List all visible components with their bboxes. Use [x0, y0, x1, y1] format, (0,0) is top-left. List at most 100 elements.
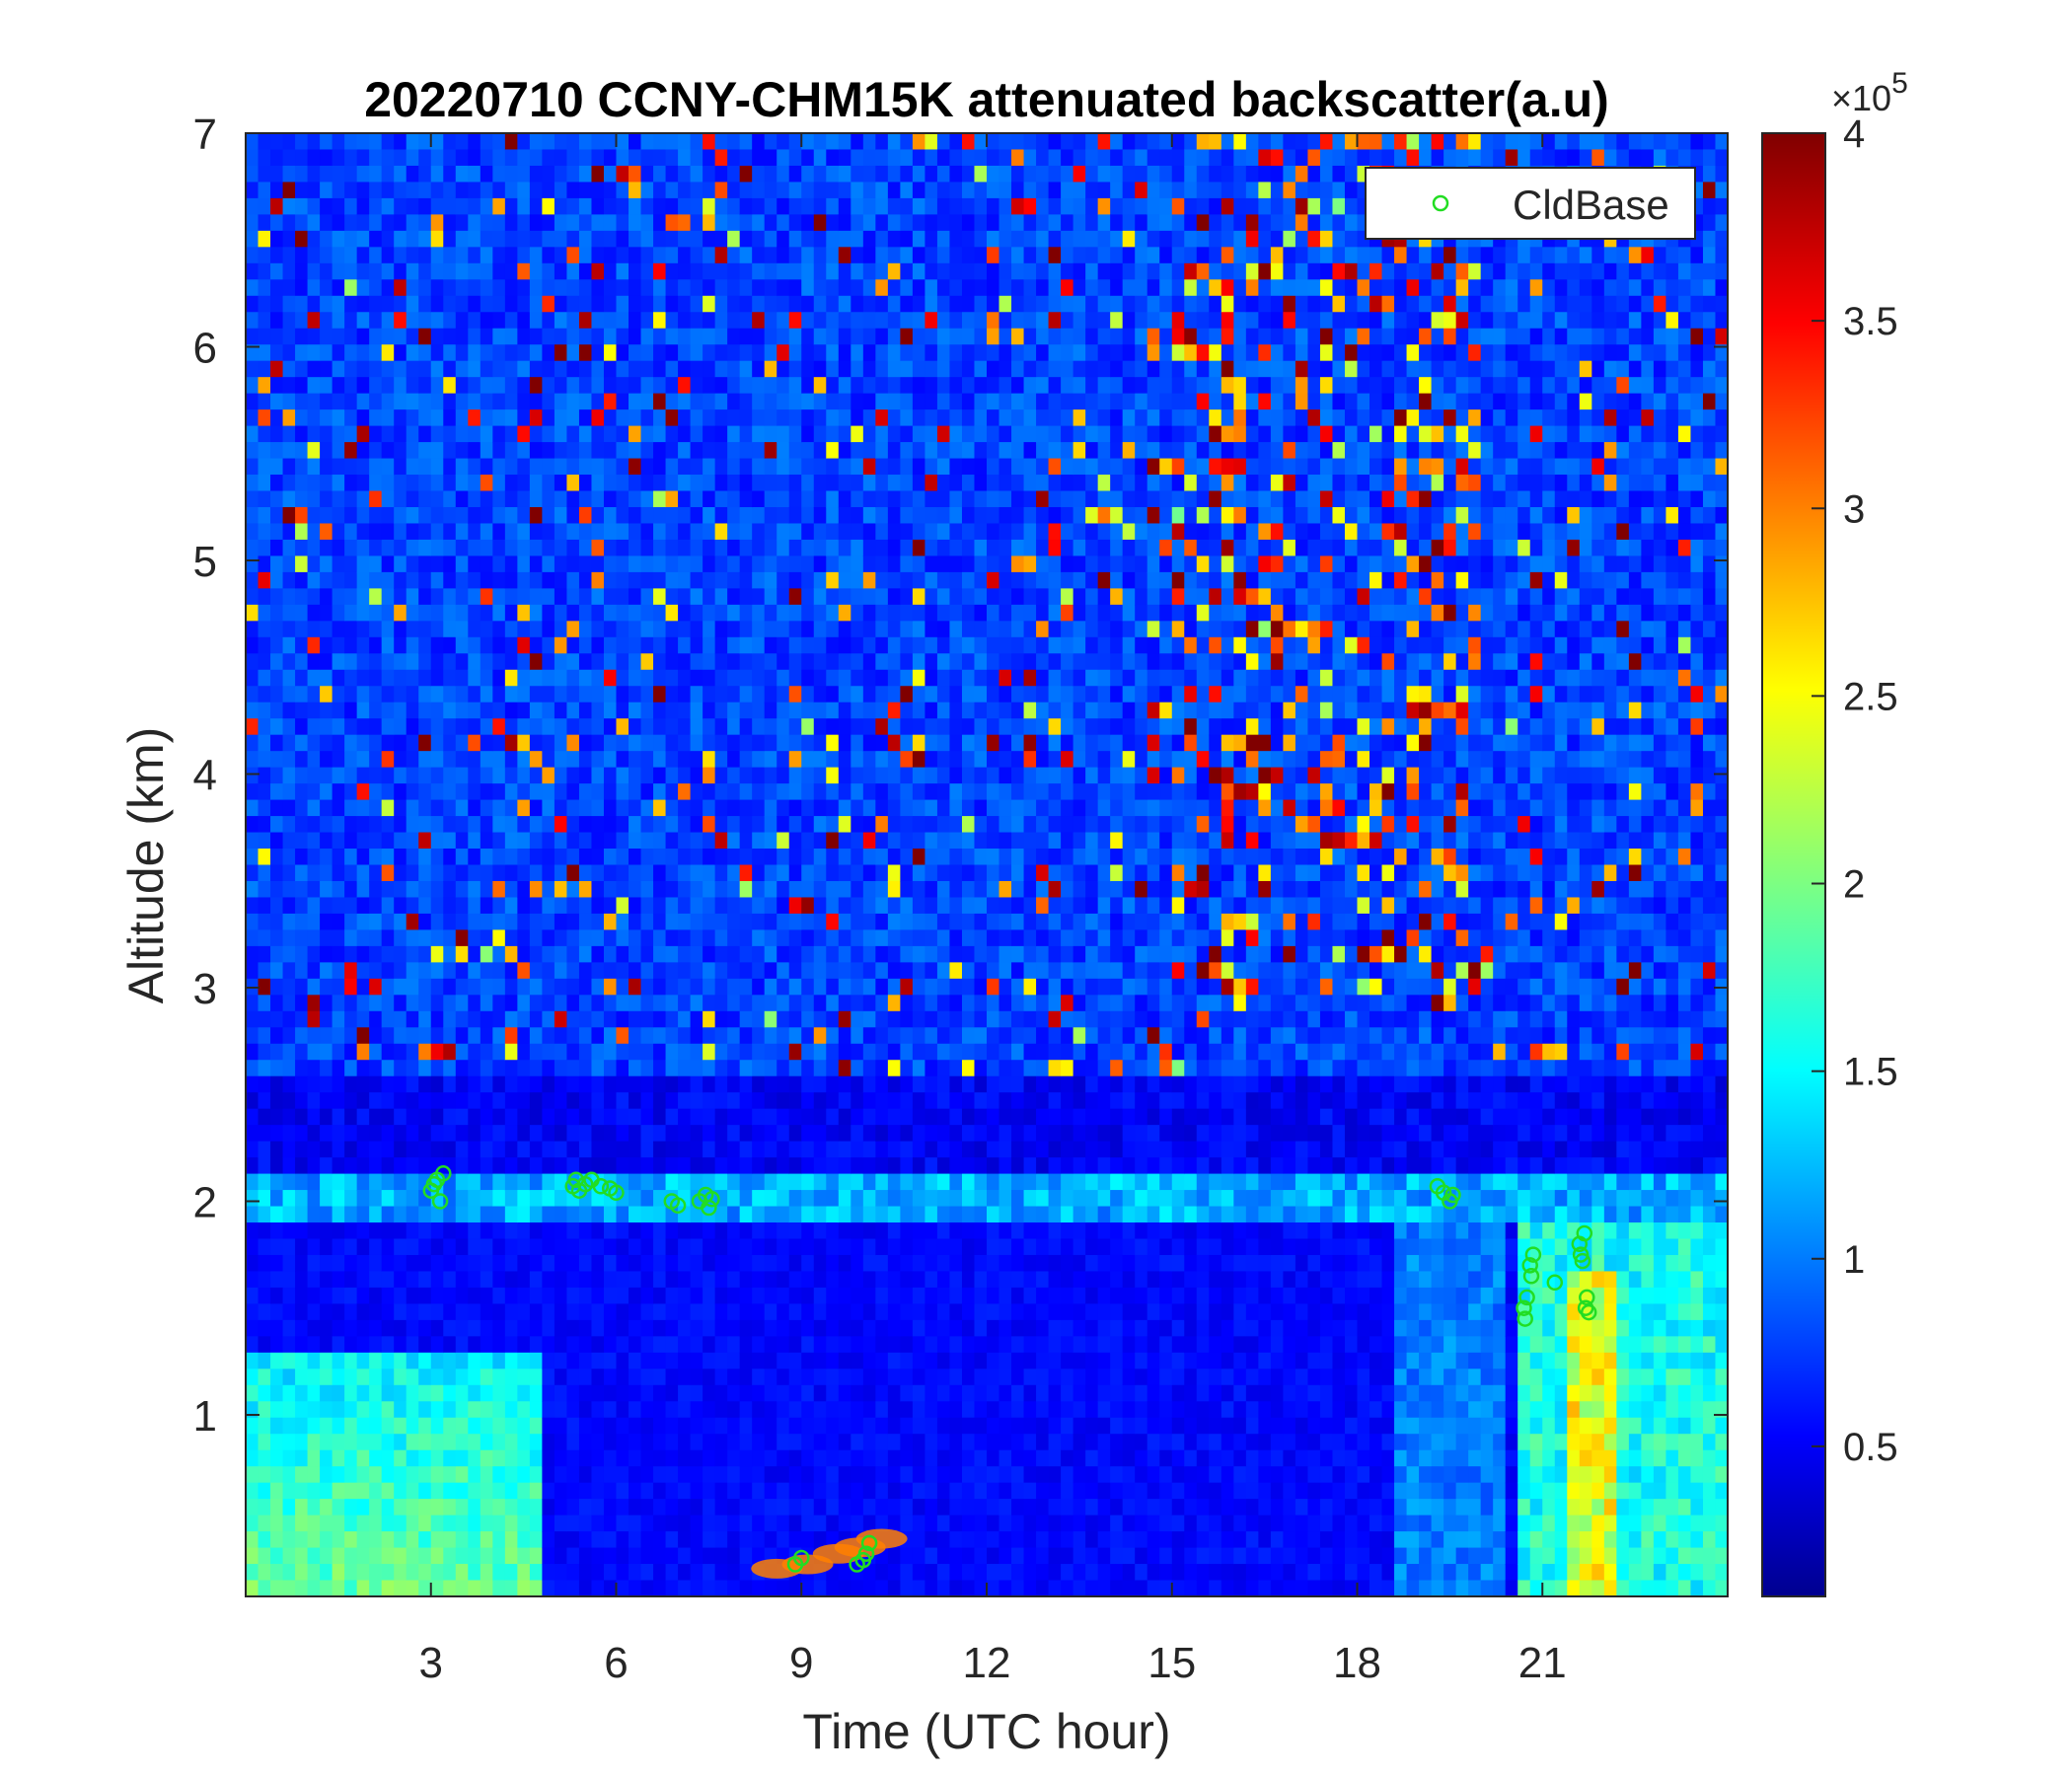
- heat-cell: [430, 1206, 444, 1223]
- heat-cell: [566, 816, 580, 834]
- heat-cell: [504, 230, 518, 248]
- heat-cell: [678, 328, 692, 345]
- heat-cell: [788, 669, 802, 687]
- heat-cell: [578, 913, 593, 931]
- heat-cell: [862, 816, 876, 834]
- heat-cell: [813, 849, 827, 866]
- heat-cell: [578, 262, 593, 280]
- heat-cell: [640, 475, 654, 492]
- heat-cell: [246, 182, 259, 199]
- heat-cell: [307, 571, 321, 589]
- heat-cell: [764, 1466, 777, 1484]
- heat-cell: [430, 1222, 444, 1240]
- chart-title: 20220710 CCNY-CHM15K attenuated backscat…: [364, 72, 1609, 127]
- heat-cell: [739, 588, 753, 606]
- heat-cell: [258, 1157, 271, 1175]
- heat-cell: [344, 1157, 358, 1175]
- heat-cell: [912, 962, 926, 980]
- heat-cell: [369, 1531, 383, 1549]
- heat-cell: [862, 1027, 876, 1045]
- heat-cell: [381, 1384, 395, 1402]
- heat-cell: [492, 1043, 506, 1061]
- heat-cell: [566, 279, 580, 297]
- heat-cell: [653, 377, 667, 395]
- heat-cell: [492, 1580, 506, 1596]
- heat-cell: [344, 344, 358, 362]
- heat-cell: [591, 1564, 605, 1582]
- heat-cell: [270, 1287, 284, 1304]
- heat-cell: [640, 636, 654, 654]
- heat-cell: [851, 1319, 864, 1337]
- heat-cell: [851, 1092, 864, 1110]
- heat-cell: [591, 767, 605, 784]
- heat-cell: [739, 702, 753, 719]
- heat-cell: [394, 1141, 407, 1158]
- heat-cell: [900, 718, 914, 736]
- heat-cell: [430, 165, 444, 184]
- heat-cell: [653, 1482, 667, 1500]
- heat-cell: [801, 328, 815, 345]
- heat-cell: [258, 197, 271, 215]
- heat-cell: [752, 864, 766, 882]
- heat-cell: [591, 1401, 605, 1419]
- heat-cell: [752, 1010, 766, 1028]
- heat-cell: [578, 149, 593, 167]
- heat-cell: [320, 816, 333, 834]
- heat-cell: [443, 442, 457, 460]
- heat-cell: [875, 1092, 889, 1110]
- heat-cell: [480, 588, 493, 606]
- heat-cell: [739, 214, 753, 232]
- heat-cell: [851, 751, 864, 769]
- heat-cell: [703, 182, 716, 199]
- heat-cell: [394, 1547, 407, 1565]
- heat-cell: [690, 1515, 703, 1532]
- heat-cell: [455, 475, 469, 492]
- heat-cell: [258, 1010, 271, 1028]
- heat-cell: [875, 636, 889, 654]
- heat-cell: [406, 425, 419, 443]
- heat-cell: [295, 669, 309, 687]
- heat-cell: [640, 995, 654, 1012]
- heat-cell: [862, 1157, 876, 1175]
- heat-cell: [826, 1287, 840, 1304]
- heat-cell: [381, 1515, 395, 1532]
- heat-cell: [270, 1564, 284, 1582]
- heat-cell: [381, 506, 395, 525]
- heat-cell: [826, 1254, 840, 1273]
- heat-cell: [295, 344, 309, 362]
- heat-cell: [703, 1092, 716, 1110]
- heat-cell: [480, 621, 493, 638]
- heat-cell: [418, 1482, 432, 1500]
- heat-cell: [727, 621, 741, 638]
- heat-cell: [764, 767, 777, 784]
- heat-cell: [826, 880, 840, 899]
- heat-cell: [629, 1010, 642, 1028]
- heat-cell: [764, 832, 777, 850]
- heat-cell: [307, 506, 321, 525]
- heat-cell: [714, 880, 728, 899]
- heat-cell: [418, 1531, 432, 1549]
- heat-cell: [578, 1434, 593, 1451]
- heat-cell: [480, 1369, 493, 1386]
- heat-cell: [258, 523, 271, 541]
- heat-cell: [912, 751, 926, 769]
- heat-cell: [480, 897, 493, 915]
- heat-cell: [455, 1434, 469, 1451]
- heat-cell: [320, 1352, 333, 1369]
- heat-cell: [246, 1449, 259, 1467]
- heat-cell: [764, 1060, 777, 1077]
- heat-cell: [777, 1222, 790, 1240]
- heat-cell: [307, 995, 321, 1012]
- heat-cell: [640, 1222, 654, 1240]
- heat-cell: [629, 849, 642, 866]
- heat-cell: [875, 475, 889, 492]
- heat-cell: [764, 279, 777, 297]
- heat-cell: [542, 913, 555, 931]
- heat-cell: [443, 214, 457, 232]
- heat-cell: [925, 799, 938, 817]
- heat-cell: [270, 1141, 284, 1158]
- heat-cell: [332, 767, 345, 784]
- heat-cell: [468, 197, 481, 215]
- heat-cell: [504, 1515, 518, 1532]
- heat-cell: [925, 669, 938, 687]
